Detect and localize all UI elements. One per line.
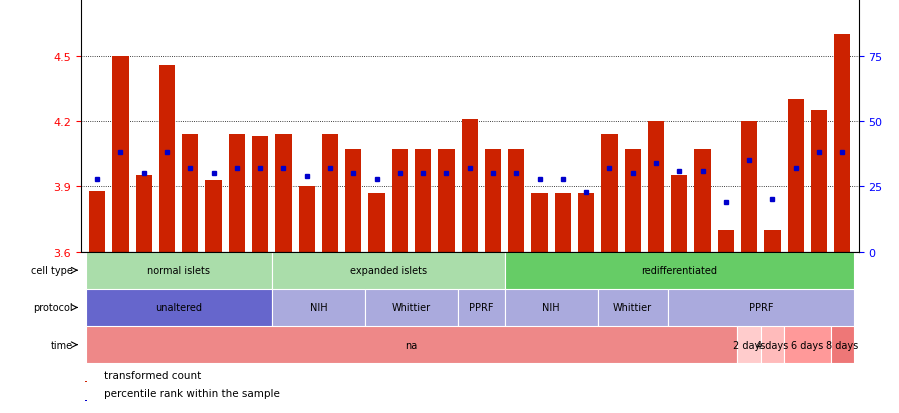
Bar: [415, 150, 432, 252]
Text: NIH: NIH: [309, 303, 327, 313]
Bar: [504, 252, 854, 289]
Bar: [761, 326, 784, 363]
Bar: [737, 326, 761, 363]
Text: unaltered: unaltered: [156, 303, 202, 313]
Bar: [112, 57, 129, 252]
Bar: [648, 122, 664, 252]
Bar: [555, 193, 571, 252]
Bar: [136, 176, 152, 252]
Text: PPRF: PPRF: [749, 303, 773, 313]
Bar: [788, 100, 804, 252]
Text: expanded islets: expanded islets: [350, 266, 427, 275]
Bar: [275, 135, 291, 252]
Bar: [85, 289, 271, 326]
Bar: [392, 150, 408, 252]
Bar: [298, 187, 315, 252]
Text: redifferentiated: redifferentiated: [641, 266, 717, 275]
Bar: [717, 230, 734, 252]
Bar: [458, 289, 504, 326]
Bar: [439, 150, 455, 252]
Bar: [625, 150, 641, 252]
Text: protocol: protocol: [33, 303, 73, 313]
Text: cell type: cell type: [31, 266, 73, 275]
Bar: [252, 137, 268, 252]
Bar: [504, 289, 598, 326]
Bar: [764, 230, 780, 252]
Bar: [271, 289, 365, 326]
Bar: [345, 150, 361, 252]
Bar: [741, 122, 757, 252]
Text: 8 days: 8 days: [826, 340, 859, 350]
Bar: [271, 252, 504, 289]
Text: PPRF: PPRF: [469, 303, 494, 313]
Bar: [672, 176, 688, 252]
Text: Whittier: Whittier: [392, 303, 432, 313]
Bar: [206, 180, 222, 252]
Bar: [89, 191, 105, 252]
Text: transformed count: transformed count: [104, 370, 201, 380]
Bar: [598, 289, 668, 326]
Bar: [85, 381, 87, 382]
Bar: [601, 135, 618, 252]
Bar: [85, 326, 737, 363]
Text: 6 days: 6 days: [791, 340, 823, 350]
Bar: [784, 326, 831, 363]
Text: 2 days: 2 days: [733, 340, 765, 350]
Bar: [85, 400, 87, 401]
Bar: [365, 289, 458, 326]
Bar: [322, 135, 338, 252]
Bar: [831, 326, 854, 363]
Text: Whittier: Whittier: [613, 303, 653, 313]
Bar: [485, 150, 501, 252]
Text: time: time: [51, 340, 73, 350]
Bar: [531, 193, 547, 252]
Bar: [811, 111, 827, 252]
Text: percentile rank within the sample: percentile rank within the sample: [104, 388, 280, 398]
Bar: [668, 289, 854, 326]
Bar: [369, 193, 385, 252]
Bar: [461, 120, 478, 252]
Bar: [85, 252, 271, 289]
Text: 4 days: 4 days: [756, 340, 788, 350]
Bar: [159, 66, 175, 252]
Text: NIH: NIH: [542, 303, 560, 313]
Text: na: na: [405, 340, 418, 350]
Bar: [182, 135, 199, 252]
Text: normal islets: normal islets: [147, 266, 210, 275]
Bar: [508, 150, 524, 252]
Bar: [694, 150, 711, 252]
Bar: [228, 135, 245, 252]
Bar: [578, 193, 594, 252]
Bar: [834, 35, 850, 252]
